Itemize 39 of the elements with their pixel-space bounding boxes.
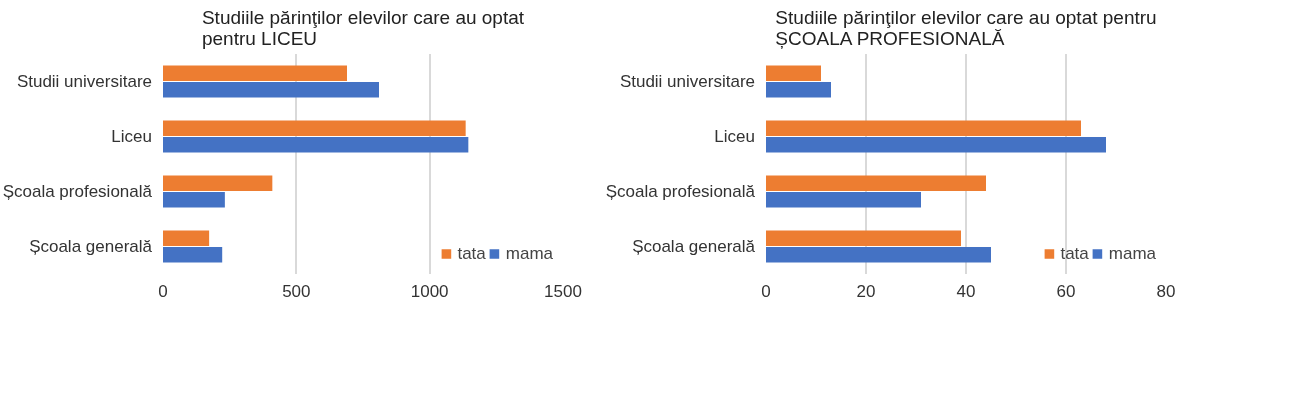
y-tick-label: Studii universitare xyxy=(16,72,152,91)
x-tick-label: 1500 xyxy=(544,282,582,301)
bar xyxy=(766,246,991,263)
legend-label: mama xyxy=(505,244,553,264)
bar xyxy=(163,136,469,153)
bar xyxy=(766,191,921,208)
bar xyxy=(163,65,347,82)
bar xyxy=(163,191,225,208)
legend-label: mama xyxy=(1108,244,1156,264)
bar xyxy=(766,81,831,98)
bar xyxy=(766,175,986,192)
x-tick-label: 60 xyxy=(1056,282,1076,301)
y-tick-label: Școala generală xyxy=(29,237,153,256)
y-tick-label: Liceu xyxy=(714,127,755,146)
legend-label: tata xyxy=(457,244,486,264)
x-tick-label: 500 xyxy=(282,282,311,301)
x-tick-label: 0 xyxy=(158,282,168,301)
y-tick-label: Școala profesională xyxy=(605,182,756,201)
bar xyxy=(163,120,466,137)
bar xyxy=(766,136,1106,153)
x-tick-label: 1000 xyxy=(410,282,449,301)
x-tick-label: 40 xyxy=(956,282,976,301)
chart-title: Studiile părinţilor elevilor care au optat pentru ȘCOALA PROFESIONALĂ xyxy=(775,7,1157,49)
bar xyxy=(163,246,223,263)
bar xyxy=(163,81,379,98)
x-tick-label: 20 xyxy=(856,282,876,301)
y-tick-label: Școala profesională xyxy=(2,182,153,201)
x-tick-label: 80 xyxy=(1156,282,1176,301)
legend-label: tata xyxy=(1060,244,1089,264)
y-tick-label: Școala generală xyxy=(632,237,756,256)
bar xyxy=(163,230,210,247)
x-tick-label: 0 xyxy=(761,282,771,301)
bar xyxy=(766,120,1081,137)
y-tick-label: Studii universitare xyxy=(619,72,755,91)
bar xyxy=(163,175,273,192)
chart-title: Studiile părinţilor elevilor care au optat pentru LICEU xyxy=(201,7,525,49)
y-tick-label: Liceu xyxy=(111,127,152,146)
bar xyxy=(766,65,821,82)
bar xyxy=(766,230,961,247)
